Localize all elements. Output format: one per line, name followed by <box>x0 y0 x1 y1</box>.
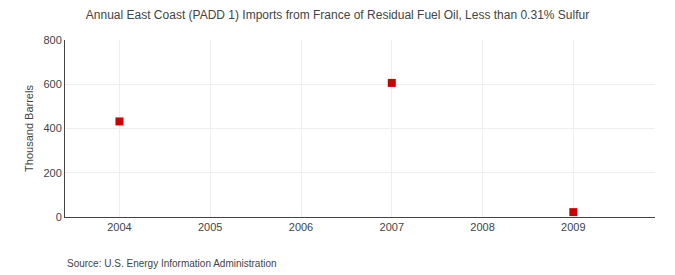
svg-text:0: 0 <box>56 211 62 223</box>
svg-text:2009: 2009 <box>561 221 585 233</box>
svg-text:Thousand Barrels: Thousand Barrels <box>23 85 35 172</box>
svg-text:600: 600 <box>43 78 61 90</box>
svg-text:2007: 2007 <box>380 221 404 233</box>
svg-text:400: 400 <box>43 122 61 134</box>
svg-text:2006: 2006 <box>289 221 313 233</box>
svg-text:2008: 2008 <box>470 221 494 233</box>
svg-text:200: 200 <box>43 167 61 179</box>
svg-text:2004: 2004 <box>107 221 131 233</box>
svg-text:Annual East Coast (PADD 1) Imp: Annual East Coast (PADD 1) Imports from … <box>86 8 589 22</box>
svg-text:Source: U.S. Energy Informatio: Source: U.S. Energy Information Administ… <box>67 258 277 269</box>
svg-text:800: 800 <box>43 34 61 46</box>
svg-text:2005: 2005 <box>198 221 222 233</box>
